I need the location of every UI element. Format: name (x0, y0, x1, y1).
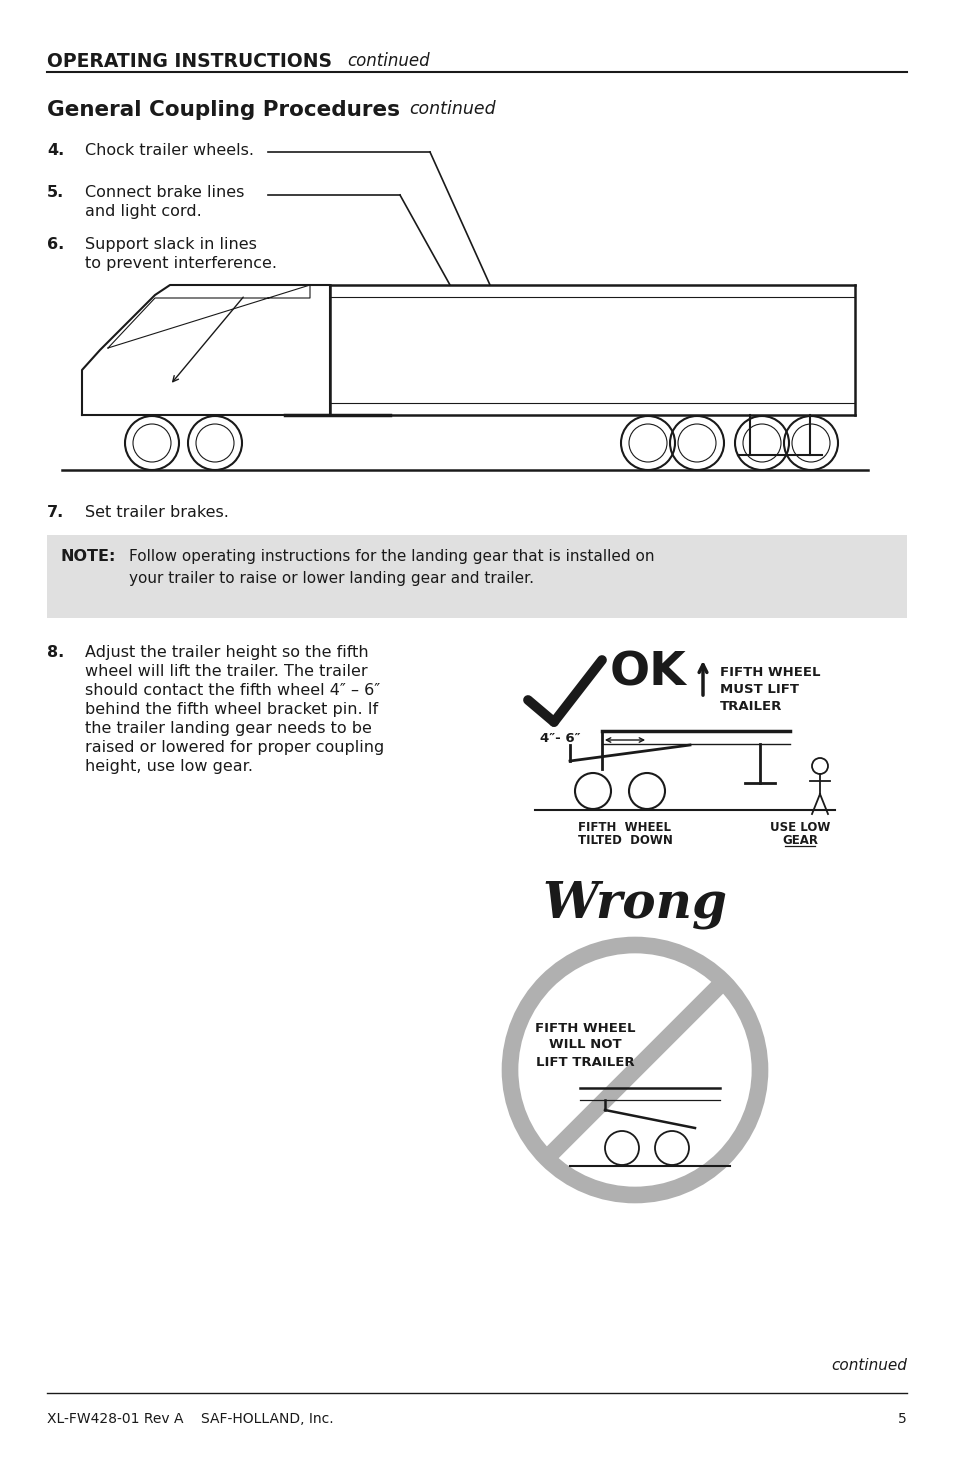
Text: USE LOW: USE LOW (769, 822, 829, 833)
Text: NOTE:: NOTE: (60, 549, 115, 563)
Text: the trailer landing gear needs to be: the trailer landing gear needs to be (85, 721, 372, 736)
Text: continued: continued (347, 52, 429, 69)
Text: wheel will lift the trailer. The trailer: wheel will lift the trailer. The trailer (85, 664, 367, 678)
Text: should contact the fifth wheel 4″ – 6″: should contact the fifth wheel 4″ – 6″ (85, 683, 380, 698)
Text: TILTED  DOWN: TILTED DOWN (577, 833, 672, 847)
Text: General Coupling Procedures: General Coupling Procedures (47, 100, 399, 119)
Text: raised or lowered for proper coupling: raised or lowered for proper coupling (85, 740, 384, 755)
Text: Set trailer brakes.: Set trailer brakes. (85, 504, 229, 521)
Text: 7.: 7. (47, 504, 64, 521)
Text: 5: 5 (898, 1412, 906, 1426)
Text: FIFTH WHEEL
WILL NOT
LIFT TRAILER: FIFTH WHEEL WILL NOT LIFT TRAILER (535, 1022, 635, 1068)
Text: height, use low gear.: height, use low gear. (85, 760, 253, 774)
Text: Chock trailer wheels.: Chock trailer wheels. (85, 143, 253, 158)
Text: your trailer to raise or lower landing gear and trailer.: your trailer to raise or lower landing g… (129, 571, 534, 586)
Text: 4.: 4. (47, 143, 64, 158)
Text: continued: continued (409, 100, 496, 118)
Bar (47, 535, 906, 618)
Text: 8.: 8. (47, 645, 64, 659)
Text: Follow operating instructions for the landing gear that is installed on: Follow operating instructions for the la… (129, 549, 654, 563)
Text: and light cord.: and light cord. (85, 204, 201, 218)
Text: 6.: 6. (47, 237, 64, 252)
Text: FIFTH  WHEEL: FIFTH WHEEL (578, 822, 671, 833)
Text: continued: continued (830, 1358, 906, 1373)
Text: to prevent interference.: to prevent interference. (85, 257, 276, 271)
Text: behind the fifth wheel bracket pin. If: behind the fifth wheel bracket pin. If (85, 702, 377, 717)
Text: GEAR: GEAR (781, 833, 817, 847)
Text: FIFTH WHEEL
MUST LIFT
TRAILER: FIFTH WHEEL MUST LIFT TRAILER (720, 667, 820, 712)
Text: OK: OK (609, 650, 686, 695)
Text: Adjust the trailer height so the fifth: Adjust the trailer height so the fifth (85, 645, 368, 659)
Text: XL-FW428-01 Rev A    SAF-HOLLAND, Inc.: XL-FW428-01 Rev A SAF-HOLLAND, Inc. (47, 1412, 334, 1426)
Text: 4″- 6″: 4″- 6″ (539, 732, 579, 745)
Text: Support slack in lines: Support slack in lines (85, 237, 256, 252)
Text: 5.: 5. (47, 184, 64, 201)
Text: OPERATING INSTRUCTIONS: OPERATING INSTRUCTIONS (47, 52, 332, 71)
Text: Connect brake lines: Connect brake lines (85, 184, 244, 201)
Text: Wrong: Wrong (542, 881, 727, 929)
